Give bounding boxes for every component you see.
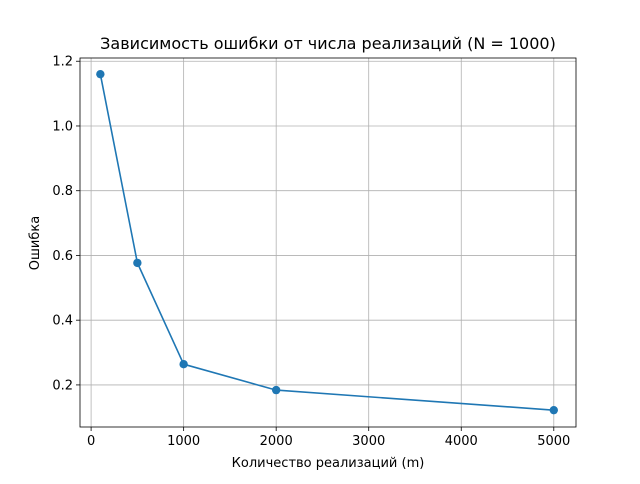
y-axis-label: Ошибка xyxy=(28,216,43,270)
y-tick-label: 0.2 xyxy=(52,378,73,393)
plot-area-border xyxy=(79,57,577,428)
x-axis-label: Количество реализаций (m) xyxy=(232,456,425,471)
grid xyxy=(80,58,576,427)
data-point xyxy=(271,385,281,395)
x-tick-label: 3000 xyxy=(352,434,385,449)
data-point xyxy=(179,360,188,369)
x-tick-label: 2000 xyxy=(260,434,293,449)
data-point xyxy=(96,69,105,79)
y-tick-label: 0.8 xyxy=(52,184,73,199)
x-tick-label: 4000 xyxy=(445,434,478,449)
ticks: 0 1000 2000 3000 4000 5000 0.2 0.4 0.6 0.8 1.0 1.2 xyxy=(52,55,570,449)
y-tick-label: 0.6 xyxy=(52,249,73,264)
x-tick-label: 0 xyxy=(87,434,95,449)
axes-frame xyxy=(79,57,577,428)
y-tick-label: 1.2 xyxy=(52,55,73,70)
data-point xyxy=(133,258,142,268)
series-layer xyxy=(96,69,558,415)
y-tick-label: 0.4 xyxy=(52,314,73,329)
y-tick-label: 1.0 xyxy=(52,119,73,134)
x-tick-label: 5000 xyxy=(537,434,570,449)
x-tick-label: 1000 xyxy=(167,434,200,449)
chart-title: Зависимость ошибки от числа реализаций (… xyxy=(100,34,556,53)
data-point xyxy=(549,405,558,415)
